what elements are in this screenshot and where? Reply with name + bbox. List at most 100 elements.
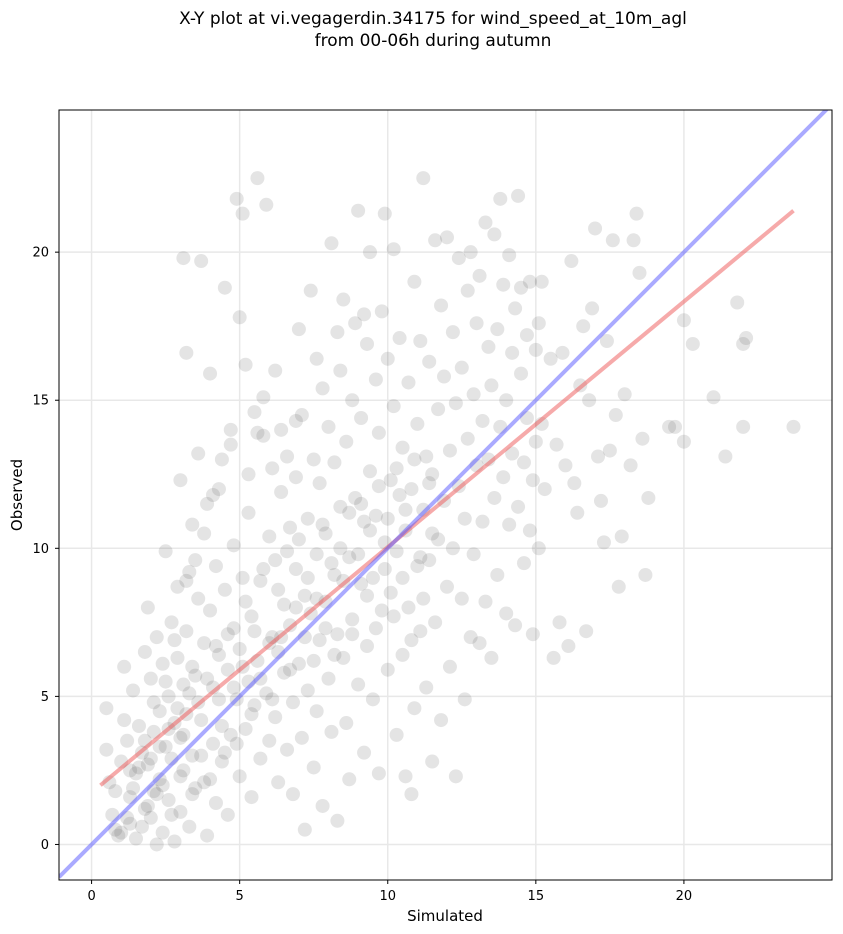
data-point <box>288 470 303 485</box>
data-point <box>220 807 235 822</box>
data-point <box>268 553 283 568</box>
data-point <box>203 366 218 381</box>
data-point <box>303 283 318 298</box>
data-point <box>143 751 158 766</box>
data-point <box>730 295 745 310</box>
data-point <box>407 274 422 289</box>
data-point <box>217 582 232 597</box>
data-point <box>392 331 407 346</box>
data-point <box>324 724 339 739</box>
data-point <box>445 325 460 340</box>
data-point <box>508 301 523 316</box>
data-point <box>478 594 493 609</box>
data-point <box>505 446 520 461</box>
data-point <box>611 579 626 594</box>
data-point <box>549 437 564 452</box>
data-point <box>445 541 460 556</box>
data-point <box>238 721 253 736</box>
data-point <box>395 647 410 662</box>
data-point <box>315 381 330 396</box>
data-point <box>176 727 191 742</box>
data-point <box>502 248 517 263</box>
data-point <box>232 769 247 784</box>
data-point <box>448 396 463 411</box>
data-point <box>360 336 375 351</box>
data-point <box>173 804 188 819</box>
data-point <box>362 464 377 479</box>
data-point <box>487 227 502 242</box>
data-point <box>401 375 416 390</box>
data-point <box>226 538 241 553</box>
data-point <box>306 760 321 775</box>
data-point <box>321 671 336 686</box>
data-point <box>300 570 315 585</box>
data-point <box>185 787 200 802</box>
chart-title: X-Y plot at vi.vegagerdin.34175 for wind… <box>179 9 687 51</box>
data-point <box>330 813 345 828</box>
data-point <box>188 668 203 683</box>
data-point <box>117 659 132 674</box>
data-point <box>262 529 277 544</box>
y-tick-label: 0 <box>41 838 49 853</box>
data-point <box>522 274 537 289</box>
data-point <box>280 449 295 464</box>
data-point <box>428 615 443 630</box>
data-point <box>194 748 209 763</box>
data-point <box>371 479 386 494</box>
data-point <box>481 339 496 354</box>
data-point <box>152 772 167 787</box>
data-point <box>401 600 416 615</box>
data-point <box>422 553 437 568</box>
data-points <box>99 171 801 852</box>
data-point <box>176 677 191 692</box>
data-point <box>336 292 351 307</box>
data-point <box>111 828 126 843</box>
data-point <box>176 251 191 266</box>
data-point <box>339 716 354 731</box>
data-point <box>143 671 158 686</box>
data-point <box>120 733 135 748</box>
data-point <box>176 763 191 778</box>
data-point <box>265 692 280 707</box>
data-point <box>300 511 315 526</box>
data-point <box>419 680 434 695</box>
data-point <box>220 627 235 642</box>
data-point <box>182 565 197 579</box>
data-point <box>395 570 410 585</box>
data-point <box>345 627 360 642</box>
data-point <box>253 573 268 588</box>
data-point <box>333 541 348 556</box>
data-point <box>164 615 179 630</box>
data-point <box>422 476 437 491</box>
data-point <box>203 772 218 787</box>
data-point <box>668 419 683 434</box>
data-point <box>460 431 475 446</box>
data-point <box>425 526 440 541</box>
data-point <box>226 621 241 636</box>
data-point <box>585 301 600 316</box>
data-point <box>531 541 546 556</box>
data-point <box>360 639 375 654</box>
data-point <box>377 206 392 221</box>
data-point <box>173 473 188 488</box>
data-point <box>561 639 576 654</box>
data-point <box>182 819 197 834</box>
data-point <box>451 251 466 266</box>
data-point <box>407 701 422 716</box>
data-point <box>244 707 259 722</box>
data-point <box>342 505 357 520</box>
data-point <box>525 627 540 642</box>
data-point <box>410 559 425 574</box>
data-point <box>380 662 395 677</box>
data-point <box>472 636 487 651</box>
data-point <box>525 473 540 488</box>
data-point <box>238 357 253 372</box>
data-point <box>398 502 413 517</box>
data-point <box>463 630 478 645</box>
data-point <box>247 698 262 713</box>
data-point <box>516 556 531 571</box>
data-point <box>99 701 114 716</box>
data-point <box>297 822 312 837</box>
data-point <box>419 449 434 464</box>
data-point <box>206 488 221 502</box>
